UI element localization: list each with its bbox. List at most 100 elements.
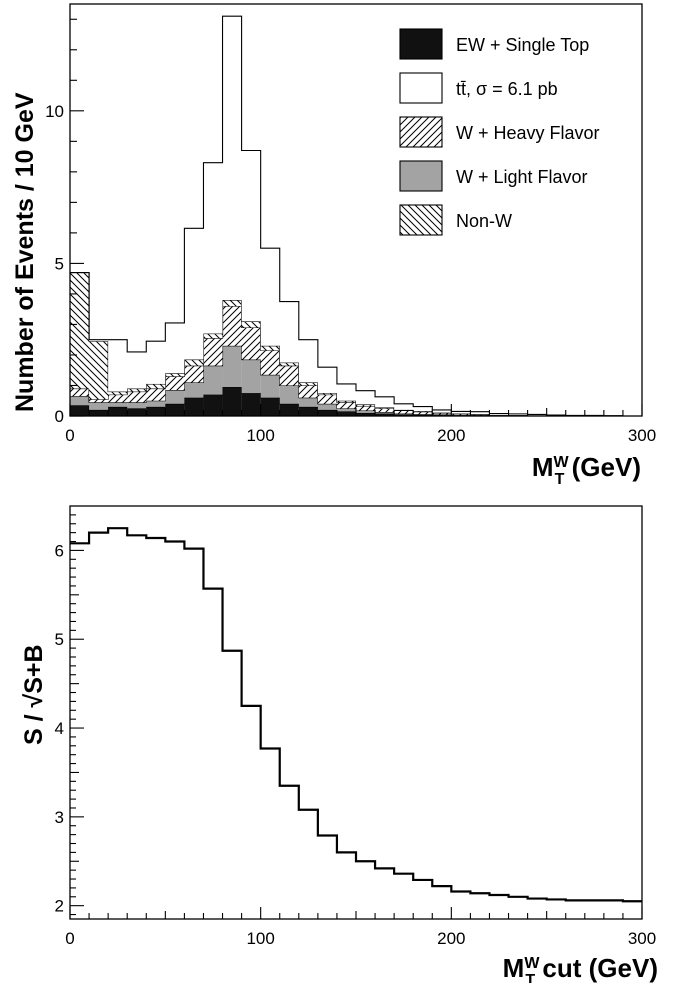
x-tick-label: 0 (65, 929, 74, 948)
bar-white-220 (489, 413, 509, 416)
bar-grey-30 (127, 402, 147, 409)
bar-white-30 (127, 351, 147, 389)
bar-grey-140 (336, 408, 356, 412)
bar-hatch-up-20 (108, 394, 128, 403)
bar-white-80 (222, 16, 242, 301)
x-tick-label: 300 (628, 426, 656, 445)
significance-panel: 0 100 200 300 2 3 4 5 6 S / √S+B MW T cut (GeV) (20, 505, 658, 983)
y-axis-title: Number of Events / 10 GeV (11, 92, 39, 412)
bar-grey-70 (203, 365, 223, 395)
bar-solid-black-80 (222, 387, 242, 416)
x-tick-label: 300 (628, 929, 656, 948)
legend-label: tt̄, σ = 6.1 pb (456, 79, 558, 99)
bar-grey-160 (375, 412, 395, 414)
bar-grey-110 (279, 385, 299, 404)
bar-hatch-up-200 (451, 413, 471, 416)
bar-grey-0 (70, 396, 90, 406)
x-axis-title-sup: W (554, 454, 570, 471)
bar-solid-black-90 (241, 393, 261, 416)
bar-white-200 (451, 411, 471, 414)
bar-hatch-down-10 (89, 341, 109, 400)
y-tick-label: 6 (55, 541, 64, 560)
bar-hatch-up-140 (336, 402, 356, 409)
bar-hatch-up-50 (165, 376, 185, 391)
bar-solid-black-140 (336, 411, 356, 416)
bar-white-50 (165, 322, 185, 374)
bar-grey-90 (241, 359, 261, 394)
bar-white-40 (146, 341, 166, 384)
bar-white-140 (336, 383, 356, 401)
bar-white-20 (108, 339, 128, 392)
bar-hatch-up-70 (203, 338, 223, 366)
bar-solid-black-100 (260, 397, 280, 416)
axis-ticks: 0 100 200 300 0 5 10 (45, 18, 656, 445)
layer-outline-white (70, 15, 642, 417)
x-axis-title-main: M (532, 452, 554, 482)
bar-hatch-up-30 (127, 391, 147, 403)
bar-hatch-up-100 (260, 350, 280, 375)
x-tick-label: 200 (437, 426, 465, 445)
legend-swatch-solid-black (399, 28, 443, 60)
bar-white-160 (375, 396, 395, 408)
x-axis-title: MW T cut (GeV) (503, 953, 658, 983)
y-tick-label: 2 (55, 897, 64, 916)
y-tick-label: 3 (55, 808, 64, 827)
bar-grey-130 (317, 403, 337, 410)
bar-hatch-up-90 (241, 327, 261, 360)
y-tick-label: 4 (55, 719, 64, 738)
bar-white-180 (413, 406, 433, 412)
bar-solid-black-40 (146, 406, 166, 416)
bar-white-230 (508, 413, 528, 416)
bar-solid-black-130 (317, 409, 337, 416)
bar-solid-black-120 (298, 406, 318, 416)
bar-hatch-up-40 (146, 388, 166, 401)
bar-hatch-down-40 (146, 383, 166, 389)
bar-solid-black-110 (279, 403, 299, 416)
bar-hatch-down-110 (279, 362, 299, 366)
bar-hatch-down-60 (184, 359, 204, 366)
bar-grey-80 (222, 345, 242, 388)
bar-solid-black-150 (356, 412, 376, 416)
bar-solid-black-70 (203, 394, 223, 416)
bar-hatch-down-0 (70, 272, 90, 389)
bar-white-100 (260, 248, 280, 346)
bar-solid-black-20 (108, 406, 128, 416)
bar-solid-black-50 (165, 403, 185, 416)
bar-hatch-up-110 (279, 365, 299, 386)
bar-hatch-up-60 (184, 365, 204, 383)
bar-hatch-up-130 (317, 394, 337, 404)
legend-swatch-grey (399, 160, 443, 192)
bar-grey-100 (260, 374, 280, 398)
bar-white-60 (184, 228, 204, 360)
x-axis-title-sub: T (555, 471, 565, 488)
bar-solid-black-170 (394, 414, 414, 416)
y-axis-title: S / √S+B (20, 644, 48, 745)
bar-hatch-down-90 (241, 321, 261, 328)
stacked-bars (70, 15, 642, 417)
x-axis-title-sup: W (524, 955, 540, 972)
bar-hatch-down-120 (298, 382, 318, 386)
bar-white-210 (470, 411, 490, 415)
bar-white-130 (317, 367, 337, 394)
bar-hatch-down-140 (336, 400, 356, 403)
bar-solid-black-30 (127, 408, 147, 416)
legend-label: EW + Single Top (456, 35, 589, 55)
x-axis-title: MW T (GeV) (532, 452, 641, 488)
bar-solid-black-0 (70, 405, 90, 416)
legend-swatch-hatch-down (399, 204, 443, 236)
bar-solid-black-60 (184, 397, 204, 416)
bar-hatch-up-150 (356, 405, 376, 411)
legend-label: Non-W (456, 211, 512, 231)
legend: EW + Single Top tt̄, σ = 6.1 pb W + Heavy … (399, 28, 600, 236)
bar-hatch-down-100 (260, 345, 280, 351)
bar-white-90 (241, 150, 261, 322)
x-axis-title-suffix: (GeV) (564, 452, 641, 482)
bar-hatch-down-150 (356, 404, 376, 406)
bar-white-120 (298, 339, 318, 383)
bar-hatch-up-170 (394, 410, 414, 414)
axis-ticks: 0 100 200 300 2 3 4 5 6 (55, 514, 656, 948)
bar-grey-20 (108, 402, 128, 407)
bar-grey-10 (89, 402, 109, 410)
bar-hatch-up-120 (298, 385, 318, 398)
